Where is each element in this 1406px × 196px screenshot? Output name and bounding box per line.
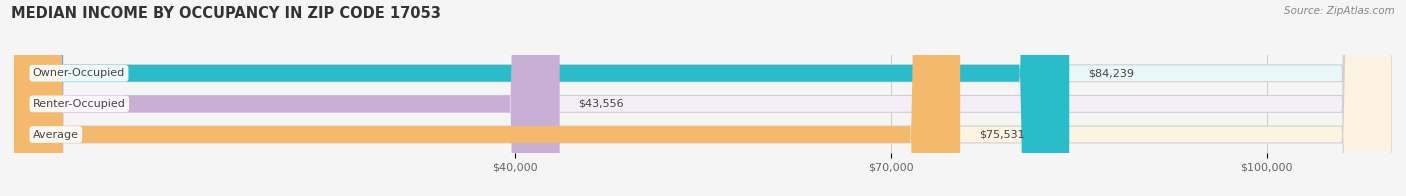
Text: Source: ZipAtlas.com: Source: ZipAtlas.com (1284, 6, 1395, 16)
Text: $84,239: $84,239 (1088, 68, 1135, 78)
FancyBboxPatch shape (14, 0, 1392, 196)
Text: $43,556: $43,556 (578, 99, 624, 109)
FancyBboxPatch shape (14, 0, 1392, 196)
Text: $75,531: $75,531 (979, 130, 1025, 140)
Text: Owner-Occupied: Owner-Occupied (32, 68, 125, 78)
Text: MEDIAN INCOME BY OCCUPANCY IN ZIP CODE 17053: MEDIAN INCOME BY OCCUPANCY IN ZIP CODE 1… (11, 6, 441, 21)
FancyBboxPatch shape (14, 0, 1069, 196)
Text: Renter-Occupied: Renter-Occupied (32, 99, 125, 109)
FancyBboxPatch shape (14, 0, 560, 196)
FancyBboxPatch shape (14, 0, 960, 196)
FancyBboxPatch shape (14, 0, 1392, 196)
Text: Average: Average (32, 130, 79, 140)
